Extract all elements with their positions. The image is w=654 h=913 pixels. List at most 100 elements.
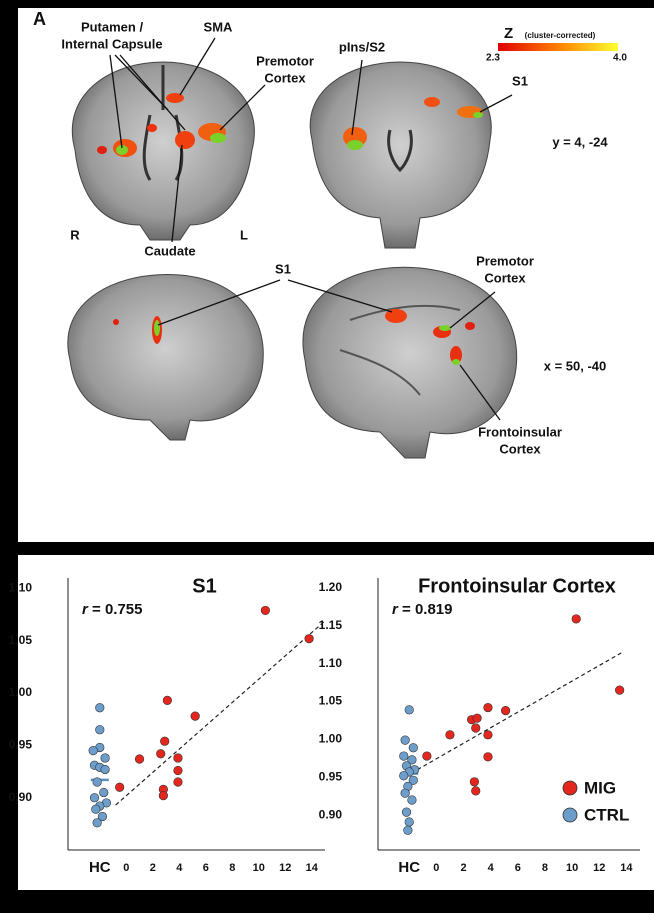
y-tick-label: 0.95 (319, 769, 343, 783)
data-point (156, 749, 165, 758)
y-tick-label: 1.20 (319, 580, 343, 594)
brain-label: Frontoinsular (478, 424, 562, 439)
data-point (160, 737, 169, 746)
brain-label: R (70, 227, 80, 242)
data-point (93, 819, 102, 828)
correlation-label: r = 0.755 (82, 601, 142, 618)
data-point (95, 725, 104, 734)
data-point (135, 755, 144, 764)
data-point (401, 736, 410, 745)
data-point (484, 703, 493, 712)
x-tick-label: 0 (123, 862, 129, 874)
x-tick-label: 14 (306, 862, 319, 874)
data-point (404, 826, 413, 835)
data-point (174, 778, 183, 787)
x-tick-label: 0 (433, 862, 439, 874)
colorbar-max: 4.0 (613, 53, 627, 64)
data-point (95, 703, 104, 712)
data-point (90, 793, 99, 802)
legend-marker (563, 781, 577, 795)
colorbar-min: 2.3 (486, 53, 500, 64)
brain-label: Cortex (484, 270, 526, 285)
r-value: = 0.819 (402, 601, 452, 618)
brain-label: pIns/S2 (339, 39, 385, 54)
x-tick-label: 12 (279, 862, 291, 874)
data-point (99, 788, 108, 797)
data-point (405, 706, 414, 715)
x-tick-label: HC (89, 859, 111, 876)
legend-label: MIG (584, 778, 616, 797)
y-tick-label: 0.90 (9, 790, 33, 804)
x-tick-label: 2 (460, 862, 466, 874)
brain-label: S1 (512, 73, 528, 88)
data-point (501, 706, 510, 715)
data-point (399, 771, 408, 780)
y-tick-label: 1.15 (319, 618, 343, 632)
colorbar-subtitle: (cluster-corrected) (525, 31, 596, 40)
x-tick-label: 8 (542, 862, 548, 874)
chart-title: S1 (192, 575, 216, 597)
data-point (572, 615, 581, 624)
x-tick-label: HC (398, 859, 420, 876)
brain-label: SMA (204, 19, 234, 34)
data-point (93, 778, 102, 787)
brain-label: S1 (275, 261, 291, 276)
x-tick-label: 6 (515, 862, 521, 874)
data-point (101, 765, 110, 774)
colorbar (498, 43, 618, 51)
data-point (174, 766, 183, 775)
data-point (409, 743, 418, 752)
data-point (163, 696, 172, 705)
x-tick-label: 8 (229, 862, 235, 874)
brain-label: Putamen / (81, 19, 144, 34)
data-point (471, 724, 480, 733)
brain-label: Premotor (476, 253, 534, 268)
y-tick-label: 0.90 (319, 807, 343, 821)
brain-label: Cortex (264, 70, 306, 85)
correlation-label: r = 0.819 (392, 601, 452, 618)
y-tick-label: 1.05 (319, 694, 343, 708)
brain-label: Cortex (499, 441, 541, 456)
brain-label: y = 4, -24 (552, 134, 608, 149)
y-tick-label: 0.95 (9, 738, 33, 752)
data-point (473, 714, 482, 723)
data-point (92, 805, 101, 814)
r-symbol: r (82, 601, 89, 618)
brain-label: x = 50, -40 (544, 358, 607, 373)
y-tick-label: 1.10 (319, 656, 343, 670)
data-point (470, 778, 479, 787)
data-point (484, 731, 493, 740)
page: {"figure": { "panel_label": "A", "colorb… (0, 0, 654, 913)
colorbar-title: Z (504, 25, 513, 42)
y-tick-label: 1.05 (9, 633, 33, 647)
brain-label: Caudate (144, 243, 195, 258)
y-tick-label: 1.10 (9, 581, 33, 595)
data-point (484, 753, 493, 762)
brain-label: L (240, 227, 248, 242)
panel-label: A (33, 9, 46, 29)
data-point (615, 686, 624, 695)
figure: A Z (cluster-corrected) 2.3 4.0 Putamen … (0, 0, 654, 913)
y-tick-label: 1.00 (319, 732, 343, 746)
data-point (446, 731, 455, 740)
data-point (261, 606, 270, 615)
x-tick-label: 14 (620, 862, 633, 874)
r-value: = 0.755 (92, 601, 142, 618)
data-point (401, 789, 410, 798)
data-point (471, 787, 480, 796)
x-tick-label: 6 (203, 862, 209, 874)
x-tick-label: 10 (566, 862, 578, 874)
data-point (89, 746, 98, 755)
data-point (399, 752, 408, 761)
data-point (101, 754, 110, 763)
chart-title: Frontoinsular Cortex (418, 575, 616, 597)
brain-label: Internal Capsule (61, 36, 162, 51)
data-point (174, 754, 183, 763)
legend-marker (563, 808, 577, 822)
data-point (402, 808, 411, 817)
r-symbol: r (392, 601, 399, 618)
x-tick-label: 2 (150, 862, 156, 874)
x-tick-label: 10 (253, 862, 265, 874)
data-point (115, 783, 124, 792)
x-tick-label: 12 (593, 862, 605, 874)
